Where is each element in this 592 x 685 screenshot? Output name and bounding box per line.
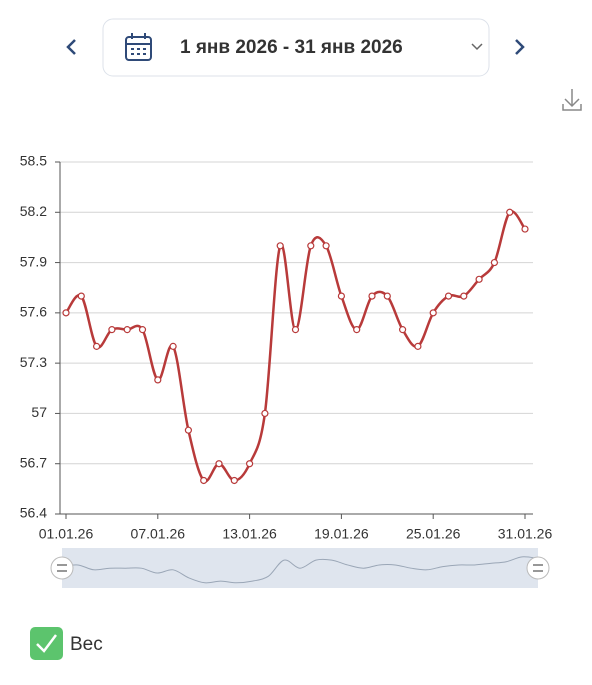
point (200, 476, 208, 485)
next-button[interactable] (515, 39, 525, 55)
point (230, 476, 238, 485)
point (138, 326, 147, 334)
point (429, 309, 437, 317)
point (77, 292, 85, 300)
x-tick-label: 13.01.26 (222, 526, 277, 542)
preview-line (61, 556, 539, 584)
zoom-handle-right[interactable] (526, 556, 550, 580)
point (490, 258, 498, 267)
point (399, 326, 407, 334)
y-tick-label: 57.3 (20, 354, 47, 370)
point (353, 326, 361, 334)
point (460, 292, 468, 300)
point (261, 409, 269, 418)
y-tick-label: 56.7 (20, 454, 47, 470)
point (383, 292, 391, 300)
point (184, 426, 192, 434)
zoom-preview (61, 556, 539, 584)
x-tick-label: 31.01.26 (498, 526, 553, 542)
download-button[interactable] (562, 89, 582, 111)
y-tick-label: 57.6 (20, 304, 47, 320)
point (108, 326, 116, 334)
zoom-handle-left[interactable] (50, 556, 74, 580)
y-tick-label: 58.5 (20, 153, 47, 169)
dropdown-chevron (471, 43, 483, 51)
point (291, 326, 300, 334)
check-mark (36, 634, 57, 653)
calendar-icon (125, 33, 152, 61)
point (276, 242, 284, 250)
date-picker[interactable] (102, 18, 490, 77)
x-tick-label: 19.01.26 (314, 526, 369, 542)
point (368, 292, 376, 300)
legend-label: Вес (70, 634, 103, 655)
point (123, 326, 131, 334)
legend-item[interactable]: Вес (30, 627, 103, 660)
x-tick-label: 01.01.26 (39, 526, 94, 542)
point (475, 275, 483, 283)
point (337, 292, 345, 300)
point (246, 460, 254, 468)
point (92, 342, 101, 350)
point (215, 460, 223, 468)
point (506, 208, 514, 216)
point (62, 309, 70, 317)
legend-checkbox[interactable] (30, 627, 63, 660)
point (154, 376, 162, 384)
point (521, 225, 529, 233)
point (169, 342, 177, 350)
date-range: 1 янв 2026 - 31 янв 2026 (180, 37, 403, 58)
prev-button[interactable] (66, 39, 76, 55)
line (64, 210, 527, 483)
point (414, 342, 422, 350)
x-tick-label: 07.01.26 (131, 526, 186, 542)
point (444, 292, 453, 300)
y-tick-label: 57.9 (20, 253, 47, 269)
y-tick-label: 56.4 (20, 505, 47, 521)
y-tick-label: 57 (31, 404, 47, 420)
point (307, 242, 315, 250)
plot: 56.4 56.7 57 57.3 57.6 57.9 58.2 58.5 01.01.26 07… (20, 153, 553, 542)
y-tick-label: 58.2 (20, 203, 47, 219)
point (322, 242, 330, 250)
x-tick-label: 25.01.26 (406, 526, 461, 542)
